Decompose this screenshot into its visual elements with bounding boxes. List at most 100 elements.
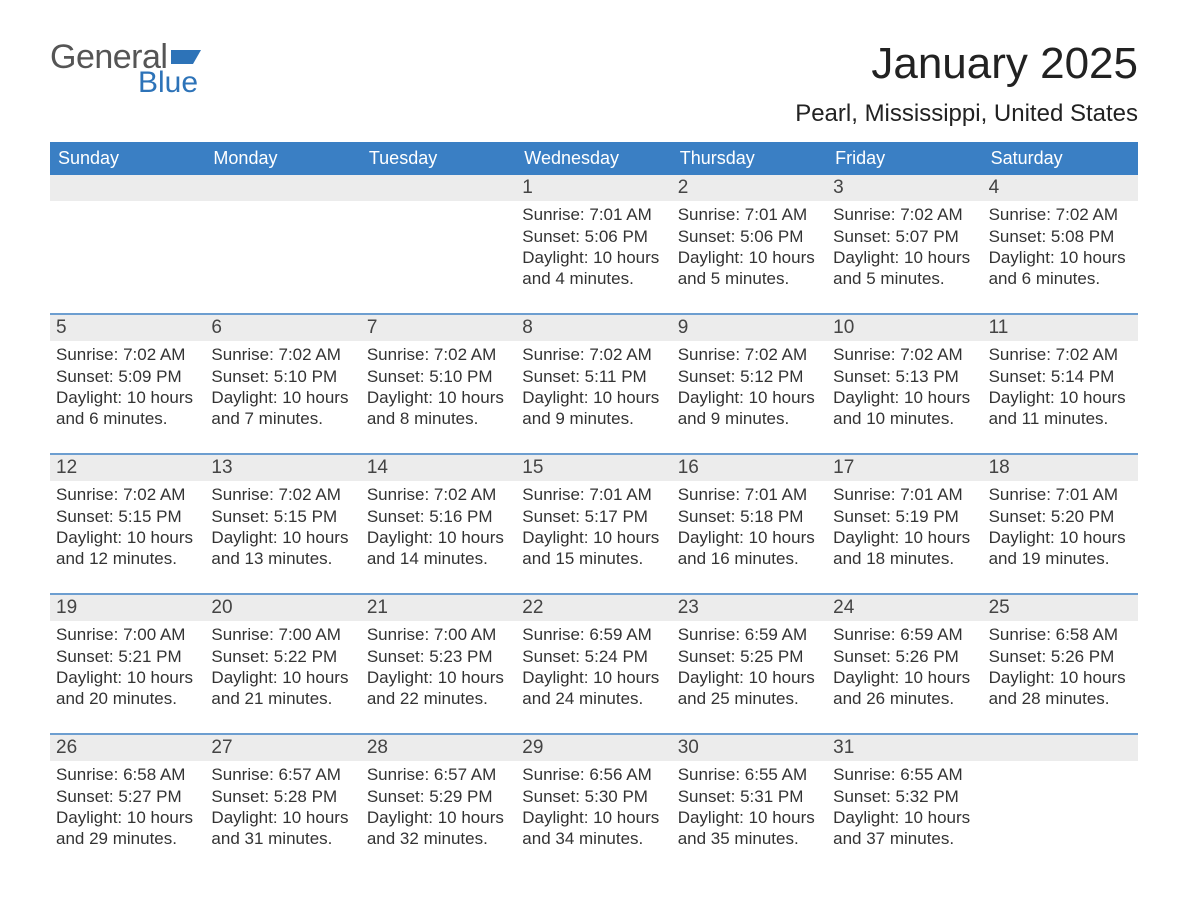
date-strip: 14 <box>361 455 516 481</box>
sunrise-text: Sunrise: 7:02 AM <box>367 344 510 365</box>
sunset-text: Sunset: 5:19 PM <box>833 506 976 527</box>
sunrise-text: Sunrise: 7:01 AM <box>522 484 665 505</box>
day-details <box>983 761 1138 764</box>
date-strip <box>205 175 360 201</box>
day-cell: 6Sunrise: 7:02 AMSunset: 5:10 PMDaylight… <box>205 315 360 429</box>
date-strip: 21 <box>361 595 516 621</box>
week-row: 12Sunrise: 7:02 AMSunset: 5:15 PMDayligh… <box>50 453 1138 593</box>
date-strip: 15 <box>516 455 671 481</box>
day-details: Sunrise: 6:55 AMSunset: 5:32 PMDaylight:… <box>827 761 982 849</box>
daylight-text: Daylight: 10 hours and 19 minutes. <box>989 527 1132 570</box>
sunrise-text: Sunrise: 7:01 AM <box>678 204 821 225</box>
day-details: Sunrise: 6:59 AMSunset: 5:26 PMDaylight:… <box>827 621 982 709</box>
date-strip: 13 <box>205 455 360 481</box>
weekday-header: Friday <box>827 142 982 175</box>
sunset-text: Sunset: 5:27 PM <box>56 786 199 807</box>
daylight-text: Daylight: 10 hours and 10 minutes. <box>833 387 976 430</box>
sunrise-text: Sunrise: 7:02 AM <box>367 484 510 505</box>
day-details: Sunrise: 7:00 AMSunset: 5:23 PMDaylight:… <box>361 621 516 709</box>
date-number: 10 <box>827 315 982 339</box>
date-strip: 2 <box>672 175 827 201</box>
date-strip: 22 <box>516 595 671 621</box>
sunset-text: Sunset: 5:15 PM <box>211 506 354 527</box>
date-strip: 12 <box>50 455 205 481</box>
daylight-text: Daylight: 10 hours and 37 minutes. <box>833 807 976 850</box>
day-details: Sunrise: 7:02 AMSunset: 5:15 PMDaylight:… <box>50 481 205 569</box>
date-number <box>983 735 1138 737</box>
title-block: January 2025 Pearl, Mississippi, United … <box>795 40 1138 128</box>
date-strip: 17 <box>827 455 982 481</box>
day-details: Sunrise: 6:58 AMSunset: 5:26 PMDaylight:… <box>983 621 1138 709</box>
sunset-text: Sunset: 5:12 PM <box>678 366 821 387</box>
date-number: 25 <box>983 595 1138 619</box>
daylight-text: Daylight: 10 hours and 35 minutes. <box>678 807 821 850</box>
daylight-text: Daylight: 10 hours and 24 minutes. <box>522 667 665 710</box>
day-details <box>50 201 205 204</box>
day-details: Sunrise: 7:02 AMSunset: 5:14 PMDaylight:… <box>983 341 1138 429</box>
daylight-text: Daylight: 10 hours and 29 minutes. <box>56 807 199 850</box>
day-details: Sunrise: 7:01 AMSunset: 5:20 PMDaylight:… <box>983 481 1138 569</box>
day-cell: 1Sunrise: 7:01 AMSunset: 5:06 PMDaylight… <box>516 175 671 289</box>
daylight-text: Daylight: 10 hours and 34 minutes. <box>522 807 665 850</box>
date-strip: 7 <box>361 315 516 341</box>
day-details: Sunrise: 7:01 AMSunset: 5:06 PMDaylight:… <box>672 201 827 289</box>
day-cell: 20Sunrise: 7:00 AMSunset: 5:22 PMDayligh… <box>205 595 360 709</box>
daylight-text: Daylight: 10 hours and 9 minutes. <box>678 387 821 430</box>
sunrise-text: Sunrise: 6:57 AM <box>367 764 510 785</box>
day-cell: 11Sunrise: 7:02 AMSunset: 5:14 PMDayligh… <box>983 315 1138 429</box>
location-subtitle: Pearl, Mississippi, United States <box>795 100 1138 128</box>
day-details: Sunrise: 7:01 AMSunset: 5:18 PMDaylight:… <box>672 481 827 569</box>
daylight-text: Daylight: 10 hours and 18 minutes. <box>833 527 976 570</box>
sunset-text: Sunset: 5:25 PM <box>678 646 821 667</box>
day-cell: 22Sunrise: 6:59 AMSunset: 5:24 PMDayligh… <box>516 595 671 709</box>
weekday-header: Tuesday <box>361 142 516 175</box>
sunset-text: Sunset: 5:18 PM <box>678 506 821 527</box>
header-row: General Blue January 2025 Pearl, Mississ… <box>50 40 1138 128</box>
sunset-text: Sunset: 5:10 PM <box>367 366 510 387</box>
day-cell: 26Sunrise: 6:58 AMSunset: 5:27 PMDayligh… <box>50 735 205 849</box>
date-number: 26 <box>50 735 205 759</box>
date-number: 22 <box>516 595 671 619</box>
day-details: Sunrise: 7:00 AMSunset: 5:21 PMDaylight:… <box>50 621 205 709</box>
sunrise-text: Sunrise: 7:02 AM <box>522 344 665 365</box>
day-cell: 15Sunrise: 7:01 AMSunset: 5:17 PMDayligh… <box>516 455 671 569</box>
date-number: 2 <box>672 175 827 199</box>
day-details: Sunrise: 6:58 AMSunset: 5:27 PMDaylight:… <box>50 761 205 849</box>
daylight-text: Daylight: 10 hours and 16 minutes. <box>678 527 821 570</box>
weekday-header-row: Sunday Monday Tuesday Wednesday Thursday… <box>50 142 1138 175</box>
day-details <box>361 201 516 204</box>
week-row: 5Sunrise: 7:02 AMSunset: 5:09 PMDaylight… <box>50 313 1138 453</box>
day-details: Sunrise: 6:57 AMSunset: 5:28 PMDaylight:… <box>205 761 360 849</box>
sunset-text: Sunset: 5:29 PM <box>367 786 510 807</box>
day-details: Sunrise: 6:59 AMSunset: 5:24 PMDaylight:… <box>516 621 671 709</box>
date-number: 1 <box>516 175 671 199</box>
daylight-text: Daylight: 10 hours and 8 minutes. <box>367 387 510 430</box>
sunrise-text: Sunrise: 7:01 AM <box>989 484 1132 505</box>
day-details: Sunrise: 7:01 AMSunset: 5:19 PMDaylight:… <box>827 481 982 569</box>
day-details <box>205 201 360 204</box>
date-number: 27 <box>205 735 360 759</box>
sunset-text: Sunset: 5:16 PM <box>367 506 510 527</box>
day-cell <box>983 735 1138 849</box>
date-number: 8 <box>516 315 671 339</box>
sunset-text: Sunset: 5:22 PM <box>211 646 354 667</box>
day-cell: 4Sunrise: 7:02 AMSunset: 5:08 PMDaylight… <box>983 175 1138 289</box>
date-strip: 19 <box>50 595 205 621</box>
daylight-text: Daylight: 10 hours and 25 minutes. <box>678 667 821 710</box>
day-cell: 30Sunrise: 6:55 AMSunset: 5:31 PMDayligh… <box>672 735 827 849</box>
day-cell: 10Sunrise: 7:02 AMSunset: 5:13 PMDayligh… <box>827 315 982 429</box>
date-strip: 23 <box>672 595 827 621</box>
date-number: 6 <box>205 315 360 339</box>
sunrise-text: Sunrise: 7:02 AM <box>833 204 976 225</box>
calendar-grid: Sunday Monday Tuesday Wednesday Thursday… <box>50 142 1138 873</box>
day-details: Sunrise: 7:02 AMSunset: 5:11 PMDaylight:… <box>516 341 671 429</box>
date-strip <box>983 735 1138 761</box>
weekday-header: Saturday <box>983 142 1138 175</box>
day-details: Sunrise: 6:55 AMSunset: 5:31 PMDaylight:… <box>672 761 827 849</box>
date-strip: 1 <box>516 175 671 201</box>
sunrise-text: Sunrise: 7:00 AM <box>56 624 199 645</box>
day-cell: 5Sunrise: 7:02 AMSunset: 5:09 PMDaylight… <box>50 315 205 429</box>
daylight-text: Daylight: 10 hours and 12 minutes. <box>56 527 199 570</box>
day-cell: 23Sunrise: 6:59 AMSunset: 5:25 PMDayligh… <box>672 595 827 709</box>
daylight-text: Daylight: 10 hours and 15 minutes. <box>522 527 665 570</box>
